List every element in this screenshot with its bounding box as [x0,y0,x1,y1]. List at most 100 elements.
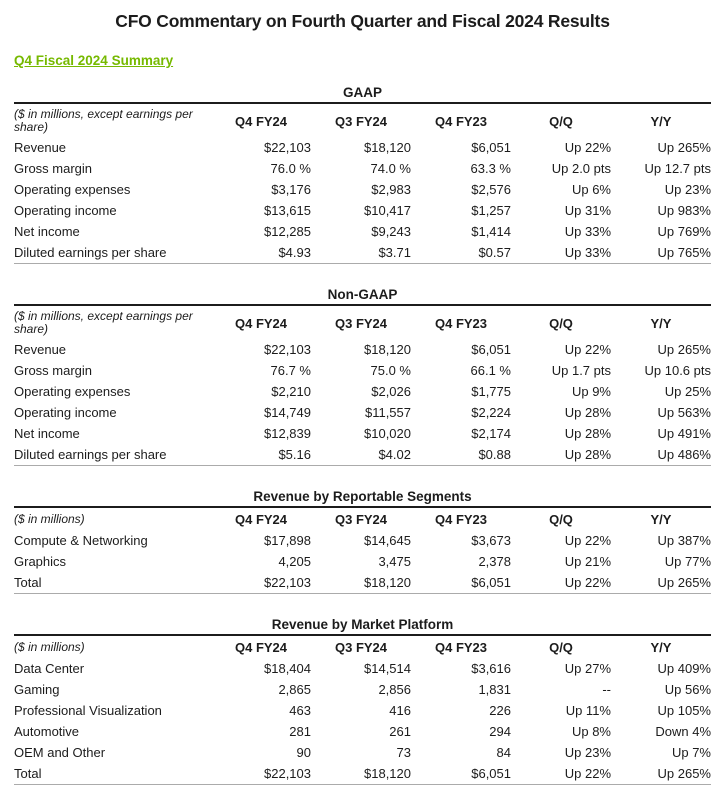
table-title-market-platform: Revenue by Market Platform [271,617,454,632]
cell-value: $2,210 [271,384,311,399]
cell-value: Up 22% [564,140,611,155]
row-label: Operating income [14,405,117,420]
row-label: Diluted earnings per share [14,245,167,260]
column-header-qq: Q/Q [549,315,573,331]
cell-value: 294 [489,724,511,739]
table-title-reportable-segments: Revenue by Reportable Segments [253,489,472,504]
cell-value: Up 265% [657,766,711,781]
cell-value: 416 [389,703,411,718]
units-note: ($ in millions) [14,512,85,526]
cell-value: Up 265% [657,140,711,155]
cell-value: Up 491% [657,426,711,441]
cell-value: Up 7% [671,745,711,760]
row-label: Revenue [14,140,67,155]
cell-value: 76.7 % [270,363,311,378]
cell-value: $18,120 [364,766,411,781]
table-row: Revenue $22,103 $18,120 $6,051 Up 22% Up 265% [14,137,711,158]
cell-value: Up 22% [564,533,611,548]
table-row: Total $22,103 $18,120 $6,051 Up 22% Up 265% [14,572,711,594]
table-row: Diluted earnings per share $4.93 $3.71 $0.5… [14,242,711,264]
row-label: Total [14,575,42,590]
table-header-row: ($ in millions) Q4 FY24 Q3 FY24 Q4 FY23 … [14,635,711,658]
cell-value: Up 563% [657,405,711,420]
cell-value: Up 22% [564,342,611,357]
cell-value: 75.0 % [370,363,411,378]
cell-value: Up 8% [571,724,611,739]
cell-value: $3,616 [471,661,511,676]
row-label: Automotive [14,724,80,739]
table-row: Automotive 281 261 294 Up 8% Down 4% [14,721,711,742]
row-label: Operating expenses [14,182,131,197]
cell-value: 281 [289,724,311,739]
cell-value: 84 [496,745,511,760]
cell-value: Up 265% [657,342,711,357]
table-title-gaap: GAAP [342,85,382,100]
cell-value: Up 77% [664,554,711,569]
cell-value: $18,120 [364,140,411,155]
column-header-q4fy23: Q4 FY23 [434,113,488,129]
table-row: Gross margin 76.0 % 74.0 % 63.3 % Up 2.0 pts… [14,158,711,179]
cell-value: 2,856 [378,682,411,697]
column-header-q4fy24: Q4 FY24 [234,640,288,655]
non-gaap-table-section: Non-GAAP ($ in millions, except earnings… [14,287,711,466]
column-header-yy: Y/Y [650,512,672,527]
table-row: Net income $12,285 $9,243 $1,414 Up 33% Up 76… [14,221,711,242]
cell-value: Up 27% [564,661,611,676]
cell-value: $9,243 [371,224,411,239]
cell-value: $22,103 [264,766,311,781]
cell-value: Up 486% [657,447,711,462]
row-label: Gaming [14,682,60,697]
column-header-yy: Y/Y [650,640,672,655]
cell-value: $5.16 [278,447,311,462]
cell-value: Up 769% [657,224,711,239]
market-platform-table: ($ in millions) Q4 FY24 Q3 FY24 Q4 FY23 … [14,634,711,785]
row-label: Data Center [14,661,85,676]
cell-value: $6,051 [471,766,511,781]
cell-value: 1,831 [478,682,511,697]
row-label: Revenue [14,342,67,357]
cell-value: Up 6% [571,182,611,197]
cell-value: Up 387% [657,533,711,548]
cell-value: Up 25% [664,384,711,399]
column-header-q4fy24: Q4 FY24 [234,113,288,129]
column-header-q3fy24: Q3 FY24 [334,640,388,655]
cell-value: $6,051 [471,575,511,590]
cell-value: Up 21% [564,554,611,569]
cell-value: Up 23% [564,745,611,760]
cell-value: Up 28% [564,405,611,420]
table-row: Net income $12,839 $10,020 $2,174 Up 28% Up 4… [14,423,711,444]
row-label: OEM and Other [14,745,106,760]
cell-value: $22,103 [264,140,311,155]
cell-value: $22,103 [264,575,311,590]
cell-value: 63.3 % [470,161,511,176]
cell-value: Up 11% [565,703,611,718]
cell-value: Up 265% [657,575,711,590]
cell-value: $18,120 [364,342,411,357]
reportable-segments-table: ($ in millions) Q4 FY24 Q3 FY24 Q4 FY23 … [14,506,711,594]
cell-value: -- [602,682,611,697]
cell-value: $10,020 [364,426,411,441]
cell-value: 226 [489,703,511,718]
column-header-q4fy24: Q4 FY24 [234,512,288,527]
cell-value: 74.0 % [370,161,411,176]
cell-value: $4.02 [378,447,411,462]
cell-value: 261 [389,724,411,739]
table-title-non-gaap: Non-GAAP [327,287,398,302]
cell-value: $3,673 [471,533,511,548]
table-row: Gross margin 76.7 % 75.0 % 66.1 % Up 1.7 pts… [14,360,711,381]
q4-fiscal-summary-link[interactable]: Q4 Fiscal 2024 Summary [14,53,174,68]
column-header-qq: Q/Q [549,512,573,527]
column-header-yy: Y/Y [650,113,672,129]
cell-value: $0.88 [478,447,511,462]
row-label: Net income [14,426,80,441]
row-label: Total [14,766,42,781]
column-header-q3fy24: Q3 FY24 [334,512,388,527]
cell-value: $18,120 [364,575,411,590]
reportable-segments-table-section: Revenue by Reportable Segments ($ in mil… [14,489,711,594]
cell-value: $12,285 [264,224,311,239]
cell-value: Up 23% [664,182,711,197]
non-gaap-table: ($ in millions, except earnings per shar… [14,304,711,466]
row-label: Operating income [14,203,117,218]
units-note: ($ in millions, except earnings per shar… [14,309,193,336]
